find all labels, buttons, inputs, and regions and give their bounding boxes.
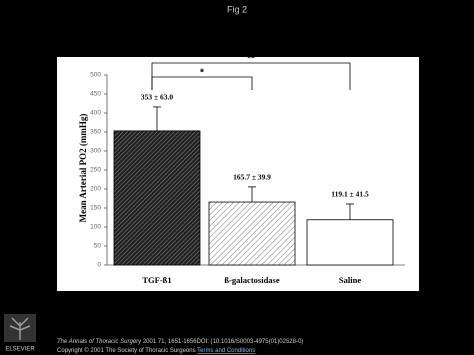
y-tick-label: 50 (94, 243, 102, 250)
x-tick-label: Saline (339, 275, 361, 285)
y-tick-label: 0 (97, 262, 101, 269)
citation: The Annals of Thoracic Surgery 2001 71, … (57, 339, 303, 345)
y-tick-label: 200 (90, 186, 101, 193)
value-label: 119.1 ± 41.5 (331, 190, 369, 199)
bar (113, 130, 201, 266)
citation-detail: 2001 71, 1651-1656DOI: (10.1016/S0003-49… (143, 339, 303, 345)
significance-label: ** (247, 54, 255, 65)
y-tick-label: 300 (90, 148, 101, 155)
significance-label: * (200, 68, 204, 79)
y-tick-label: 450 (90, 91, 101, 98)
value-label: 165.7 ± 39.9 (233, 173, 271, 182)
y-tick-label: 400 (90, 110, 101, 117)
value-label: 353 ± 63.0 (141, 93, 173, 102)
y-axis-label: Mean Arterial PO2 (mmHg) (78, 114, 88, 223)
y-tick-label: 500 (90, 72, 101, 79)
terms-link[interactable]: Terms and Conditions (197, 348, 255, 354)
x-tick-label: ß-galactosidase (224, 275, 279, 285)
bar (306, 219, 394, 266)
x-tick-label: TGF-ß1 (142, 275, 171, 285)
significance-bracket (151, 62, 351, 90)
copyright-line: Copyright © 2001 The Society of Thoracic… (57, 347, 255, 354)
y-tick-label: 350 (90, 129, 101, 136)
publisher: ELSEVIER (5, 347, 35, 353)
y-tick-label: 150 (90, 205, 101, 212)
y-tick-label: 100 (90, 224, 101, 231)
bar (208, 201, 296, 266)
y-tick-label: 250 (90, 167, 101, 174)
elsevier-logo (4, 314, 36, 342)
journal: The Annals of Thoracic Surgery (57, 339, 142, 345)
slide-title: Fig 2 (227, 4, 247, 14)
copyright: Copyright © 2001 The Society of Thoracic… (57, 347, 196, 354)
